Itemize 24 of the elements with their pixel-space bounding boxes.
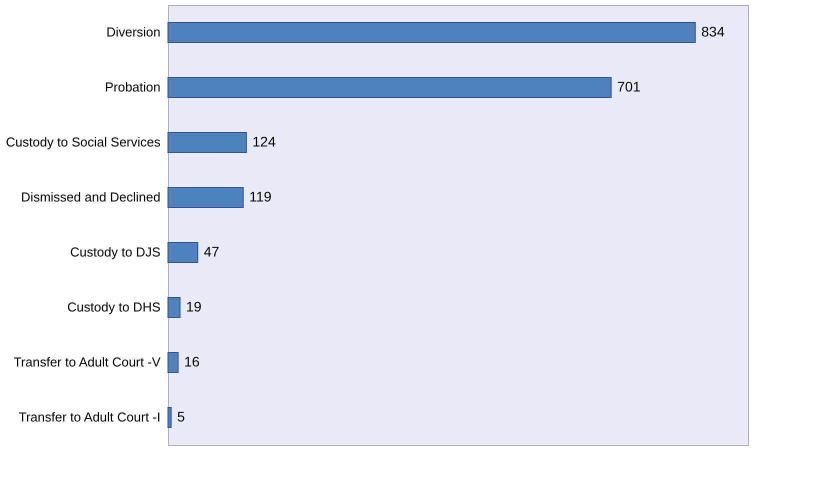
y-tick-label: Custody to DHS xyxy=(67,300,161,314)
y-tick-label: Custody to Social Services xyxy=(6,134,161,150)
bar xyxy=(168,242,198,263)
y-tick-label: Diversion xyxy=(106,24,160,40)
data-label: 701 xyxy=(617,78,641,94)
data-label: 834 xyxy=(701,24,725,40)
bar xyxy=(168,187,244,208)
data-label: 19 xyxy=(186,298,202,314)
y-tick-label: Transfer to Adult Court -V xyxy=(14,354,161,370)
bar xyxy=(168,77,612,98)
y-tick-label: Custody to DJS xyxy=(70,244,161,260)
y-tick-label: Dismissed and Declined xyxy=(21,190,160,204)
y-tick-label: Transfer to Adult Court -I xyxy=(18,410,160,424)
bar xyxy=(168,22,696,43)
bar xyxy=(168,352,179,373)
data-label: 47 xyxy=(204,244,220,260)
data-label: 124 xyxy=(252,134,276,150)
data-label: 16 xyxy=(184,354,200,370)
y-tick-label: Probation xyxy=(104,80,160,94)
bar xyxy=(168,297,181,318)
bar xyxy=(168,132,247,153)
data-label: 5 xyxy=(177,408,186,424)
bar xyxy=(168,407,172,428)
data-label: 119 xyxy=(249,188,272,204)
